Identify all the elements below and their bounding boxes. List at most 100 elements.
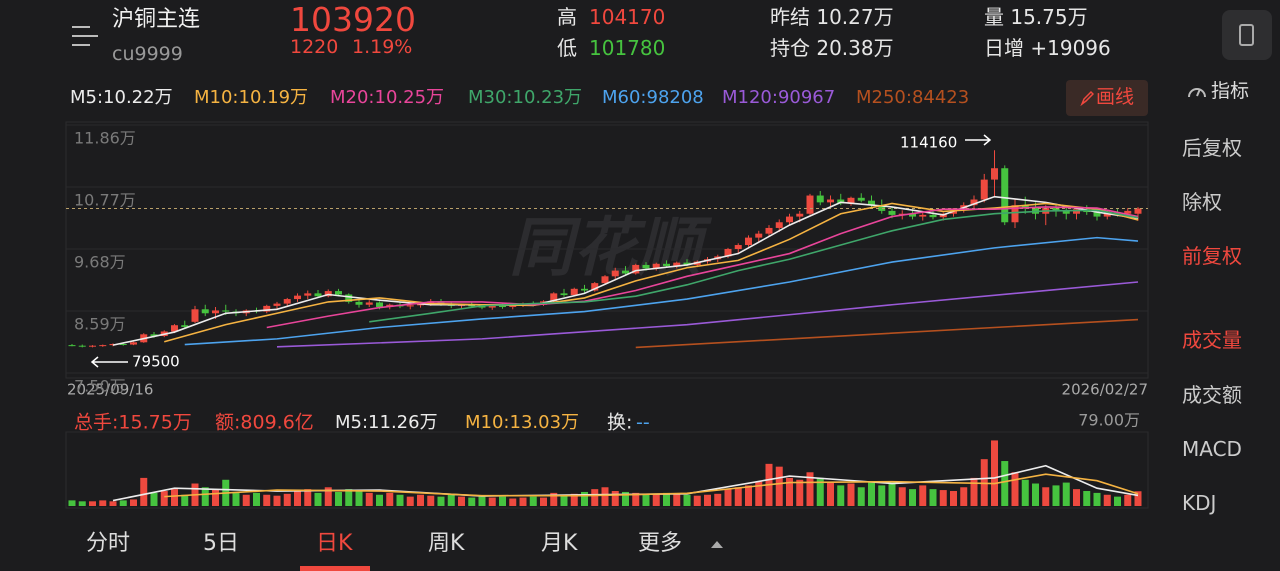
candle-body bbox=[1124, 210, 1132, 214]
candle-body bbox=[1001, 168, 1009, 223]
volume-bar bbox=[140, 477, 148, 506]
candle-body bbox=[1021, 205, 1029, 209]
candle-body bbox=[765, 227, 773, 234]
volume: 量 15.75万 bbox=[984, 5, 1088, 29]
candle-body bbox=[509, 305, 517, 308]
candle-body bbox=[1062, 210, 1070, 214]
volume-bar bbox=[611, 491, 619, 506]
daily-increase: 日增 +19096 bbox=[984, 36, 1111, 60]
ma-legend: M10:13.03万 bbox=[465, 412, 579, 433]
candle-body bbox=[550, 293, 558, 302]
volume-tick-label: 79.00万 bbox=[1078, 411, 1140, 430]
volume-bar bbox=[468, 497, 476, 506]
candle-body bbox=[324, 291, 332, 297]
price-change: 1220 bbox=[290, 36, 339, 58]
prev-settle: 昨结 10.27万 bbox=[770, 5, 894, 29]
tab[interactable]: 分时 bbox=[86, 531, 131, 556]
volume-bar bbox=[355, 491, 363, 506]
volume-bar bbox=[929, 489, 937, 506]
side-menu-item[interactable]: MACD bbox=[1182, 437, 1242, 461]
ma-legend: M120:90967 bbox=[722, 87, 835, 108]
candle-body bbox=[632, 264, 640, 274]
candle-body bbox=[611, 270, 619, 277]
volume-bar bbox=[673, 493, 681, 506]
indicator-button[interactable]: 指标 bbox=[1211, 80, 1250, 102]
volume-bar bbox=[181, 494, 189, 506]
y-tick-label: 10.77万 bbox=[74, 191, 136, 210]
volume-bar bbox=[447, 494, 455, 506]
candle-body bbox=[99, 345, 107, 347]
volume-bar bbox=[714, 493, 722, 506]
menu-icon[interactable] bbox=[70, 24, 100, 48]
y-tick-label: 7.50万 bbox=[74, 377, 126, 396]
volume-bar bbox=[201, 487, 209, 506]
side-menu-item[interactable]: 成交额 bbox=[1182, 383, 1242, 407]
volume-bar bbox=[745, 485, 752, 506]
volume-bar bbox=[529, 496, 537, 506]
volume-bar bbox=[796, 479, 804, 506]
candle-body bbox=[488, 305, 496, 308]
start-date: 2025/09/16 bbox=[67, 381, 153, 399]
side-menu-item[interactable]: 除权 bbox=[1182, 190, 1222, 214]
volume-bar bbox=[540, 497, 547, 506]
candle-body bbox=[212, 310, 219, 314]
tab[interactable]: 日K bbox=[316, 531, 353, 556]
candle-body bbox=[991, 168, 998, 180]
candle-body bbox=[970, 199, 978, 206]
candle-body bbox=[150, 334, 158, 337]
candle-body bbox=[652, 263, 660, 269]
candle-body bbox=[909, 213, 916, 217]
candle-body bbox=[847, 197, 855, 204]
candle-body bbox=[1103, 212, 1111, 217]
volume-bar bbox=[365, 492, 373, 506]
tab[interactable]: 更多 bbox=[638, 531, 683, 556]
candle-body bbox=[345, 294, 353, 302]
volume-bar bbox=[909, 489, 916, 506]
volume-bar bbox=[581, 491, 588, 506]
candle-body bbox=[201, 309, 209, 314]
tab[interactable]: 周K bbox=[428, 531, 465, 556]
volume-bar bbox=[868, 482, 875, 506]
volume-bar bbox=[888, 481, 896, 506]
volume-bar bbox=[1114, 496, 1121, 506]
candle-body bbox=[273, 303, 281, 306]
volume-bar bbox=[89, 501, 96, 506]
tab[interactable]: 月K bbox=[541, 531, 578, 556]
volume-bar bbox=[314, 492, 322, 506]
ma-legend: M10:10.19万 bbox=[194, 87, 308, 108]
candle-body bbox=[1011, 205, 1019, 223]
ma-legend: M20:10.25万 bbox=[330, 87, 444, 108]
candle-body bbox=[468, 304, 476, 307]
candle-body bbox=[171, 325, 178, 332]
candle-body bbox=[304, 293, 312, 296]
volume-bar bbox=[1011, 472, 1019, 506]
candle-body bbox=[622, 270, 629, 274]
candle-body bbox=[68, 345, 76, 347]
side-menu-item[interactable]: 成交量 bbox=[1182, 328, 1242, 352]
volume-bar bbox=[560, 494, 568, 506]
draw-line-button[interactable]: 画线 bbox=[1066, 80, 1148, 116]
candle-body bbox=[724, 249, 732, 257]
volume-bar bbox=[960, 487, 968, 506]
volume-bar bbox=[642, 493, 650, 506]
side-menu-item[interactable]: KDJ bbox=[1182, 491, 1217, 515]
volume-bar bbox=[68, 500, 76, 506]
tab[interactable]: 5日 bbox=[203, 531, 239, 556]
candle-body bbox=[478, 306, 486, 308]
volume-bar bbox=[1001, 461, 1009, 506]
candle-body bbox=[857, 197, 865, 201]
candle-body bbox=[734, 245, 742, 249]
volume-bar bbox=[99, 500, 107, 506]
side-menu-item[interactable]: 后复权 bbox=[1182, 136, 1242, 160]
volume-bar bbox=[488, 497, 496, 506]
candle-body bbox=[683, 262, 691, 265]
candle-body bbox=[980, 179, 988, 200]
side-menu-item[interactable]: 前复权 bbox=[1182, 244, 1242, 268]
candle-body bbox=[335, 291, 342, 295]
high-value: 104170 bbox=[589, 5, 666, 29]
device-button[interactable] bbox=[1222, 10, 1272, 60]
candle-body bbox=[89, 345, 96, 347]
volume-bar bbox=[622, 491, 629, 506]
ma-line bbox=[635, 318, 1139, 349]
volume-bar bbox=[550, 492, 558, 506]
